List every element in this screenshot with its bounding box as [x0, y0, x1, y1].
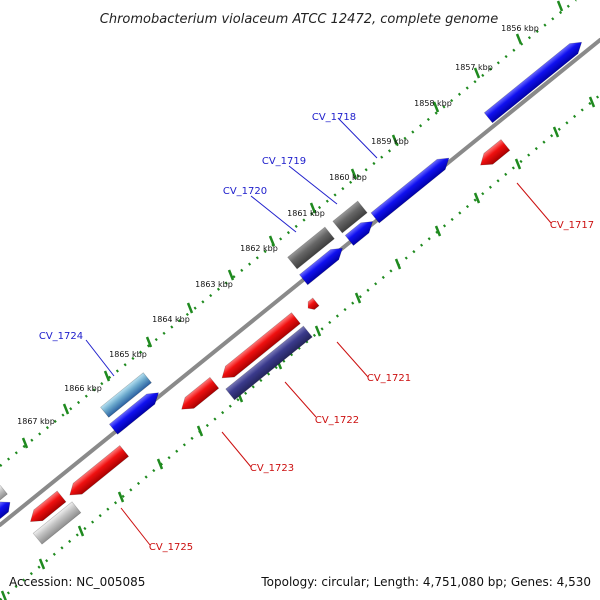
reverse-ruler-ticks: [0, 96, 596, 600]
forward-ruler-tick: [21, 437, 29, 449]
reverse-ruler-tick: [473, 192, 481, 204]
forward-ruler-tick: [62, 403, 70, 415]
reverse-ruler-tick: [196, 425, 204, 437]
callout-leader-line: [120, 507, 151, 546]
tick-label: 1857 kbp: [455, 63, 493, 72]
forward-ruler-tick: [309, 202, 317, 214]
tick-label: 1861 kbp: [287, 209, 325, 218]
gene-label: CV_1717: [550, 220, 594, 231]
map-title: Chromobacterium violaceum ATCC 12472, co…: [100, 12, 498, 27]
tick-label: 1866 kbp: [64, 384, 102, 393]
gene-label: CV_1722: [315, 415, 359, 426]
gene-arrow-cv-1724-teal: [100, 372, 152, 418]
gene-arrow-cv-1719: [344, 221, 374, 246]
callout-leader-line: [284, 381, 317, 418]
forward-strand-dotted-ruler: [0, 0, 577, 467]
forward-ruler-tick: [103, 370, 111, 382]
tick-label: 1860 kbp: [329, 173, 367, 182]
gene-arrow-cv-1725-light: [32, 501, 82, 545]
callout-leader-line: [337, 117, 378, 159]
forward-ruler-tick: [515, 33, 523, 45]
reverse-ruler-tick: [552, 126, 560, 138]
callout-leader-line: [288, 165, 338, 205]
tick-label: 1864 kbp: [152, 315, 190, 324]
gene-features: [0, 41, 583, 545]
gene-label: CV_1718: [312, 112, 356, 123]
gene-label: CV_1721: [367, 373, 411, 384]
callout-leader-line: [516, 182, 552, 224]
reverse-ruler-tick: [156, 458, 164, 470]
gene-arrow-left-edge-light: [0, 485, 8, 501]
forward-ruler-tick: [227, 269, 235, 281]
gene-label: CV_1723: [250, 463, 294, 474]
forward-ruler-tick: [350, 168, 358, 180]
tick-label: 1867 kbp: [17, 417, 55, 426]
reverse-ruler-tick: [354, 292, 362, 304]
gene-arrow-cv-1725: [69, 445, 130, 496]
gene-arrow-cv-1721: [307, 297, 320, 310]
forward-ruler-tick: [145, 336, 153, 348]
reverse-ruler-tick: [38, 558, 46, 570]
tick-label: 1859 kbp: [371, 137, 409, 146]
tick-label: 1858 kbp: [414, 99, 452, 108]
reverse-ruler-tick: [394, 258, 402, 270]
forward-ruler-tick: [556, 0, 564, 12]
genome-backbone-line: [0, 38, 600, 527]
gene-arrow-cv-1717: [480, 139, 511, 166]
gene-arrow-cv-1718: [370, 157, 450, 224]
reverse-ruler-tick: [117, 491, 125, 503]
callout-leader-line: [85, 339, 115, 377]
gene-arrow-cv-1720: [299, 247, 343, 286]
callout-leader-line: [221, 431, 252, 468]
callout-leader-line: [250, 195, 297, 233]
callout-leader-line: [336, 341, 369, 378]
reverse-ruler-tick: [314, 325, 322, 337]
gene-callouts: CV_1718 CV_1719 CV_1720 CV_1724 CV_1717 CV_17…: [39, 112, 594, 553]
forward-ruler-tick: [473, 67, 481, 79]
forward-ruler-ticks: [21, 0, 564, 449]
gene-arrow-left-edge-blue: [0, 501, 11, 520]
reverse-ruler-tick: [588, 96, 596, 108]
gene-label: CV_1719: [262, 156, 306, 167]
gene-arrow-cv-1722: [225, 325, 313, 401]
tick-label: 1863 kbp: [195, 280, 233, 289]
tick-label: 1865 kbp: [109, 350, 147, 359]
gene-label: CV_1720: [223, 186, 267, 197]
forward-ruler-tick: [391, 134, 399, 146]
tick-label: 1862 kbp: [240, 244, 278, 253]
ruler-tick-labels: 1856 kbp 1857 kbp 1858 kbp 1859 kbp 1860 kbp…: [17, 24, 539, 426]
tick-label: 1856 kbp: [501, 24, 539, 33]
gene-label: CV_1724: [39, 331, 83, 342]
reverse-ruler-tick: [434, 225, 442, 237]
gene-arrow-cv-1721-long: [221, 312, 301, 379]
forward-ruler-tick: [432, 101, 440, 113]
reverse-strand-dotted-ruler: [0, 94, 600, 600]
genome-summary-text: Topology: circular; Length: 4,751,080 bp…: [260, 575, 591, 589]
reverse-ruler-tick: [514, 158, 522, 170]
gene-arrow-cv-1719-gray: [332, 200, 368, 234]
accession-text: Accession: NC_005085: [9, 575, 145, 589]
forward-ruler-tick: [268, 235, 276, 247]
gene-arrow-cv-1723: [181, 376, 220, 410]
forward-ruler-tick: [186, 302, 194, 314]
gene-arrow-cv-1724: [108, 392, 159, 435]
reverse-ruler-tick: [77, 525, 85, 537]
gene-label: CV_1725: [149, 542, 193, 553]
gene-arrow-cv-1720-gray: [287, 226, 335, 270]
reverse-ruler-tick: [0, 590, 7, 600]
gene-arrow-cv-1725b: [30, 490, 67, 522]
gene-arrow-cv-1716: [483, 41, 583, 124]
